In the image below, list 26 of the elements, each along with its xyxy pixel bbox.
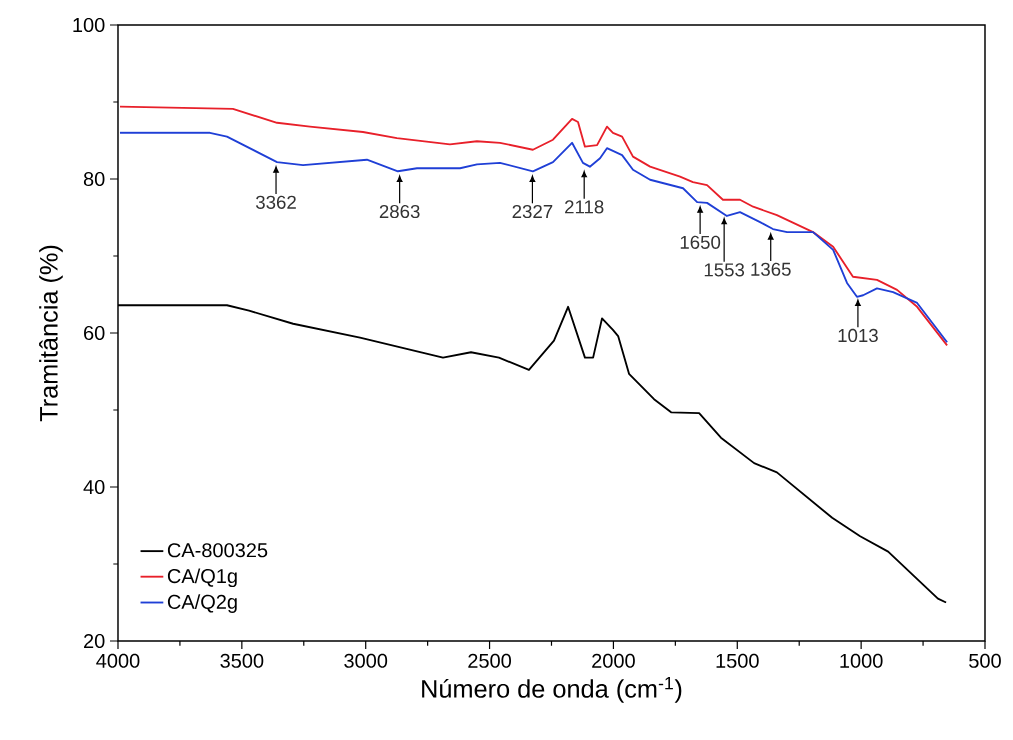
y-tick-label: 80 [83, 171, 105, 187]
y-tick-label: 100 [73, 17, 105, 33]
x-tick-label: 1000 [840, 653, 883, 668]
x-tick-label: 2000 [592, 653, 635, 668]
x-tick-label: 4000 [96, 653, 140, 668]
x-tick-label: 1500 [716, 653, 759, 668]
legend-label: CA/Q2g [167, 594, 237, 613]
annotation: 2327 [512, 204, 553, 219]
x-tick-label: 2500 [468, 653, 512, 668]
annotation: 2118 [565, 200, 604, 214]
x-tick-label: 3500 [220, 653, 264, 668]
annotation: 1365 [751, 262, 791, 276]
x-tick-label: 3000 [344, 653, 388, 668]
annotation: 1553 [704, 263, 745, 277]
y-axis-title: Tramitância (%) [39, 245, 63, 422]
annotation: 1013 [838, 328, 878, 343]
annotation: 3362 [255, 195, 296, 209]
annotation: 2863 [379, 204, 420, 219]
y-tick-label: 40 [83, 479, 105, 495]
x-axis-title: Número de onda (cm$^{-1}$) [422, 677, 682, 703]
legend-label: CA/Q1g [167, 568, 237, 588]
annotation: 1650 [680, 235, 721, 249]
legend-label: CA-800325 [167, 543, 268, 558]
y-tick-label: 20 [84, 633, 105, 649]
y-tick-label: 60 [84, 325, 105, 341]
x-tick-label: 500 [969, 653, 1001, 668]
